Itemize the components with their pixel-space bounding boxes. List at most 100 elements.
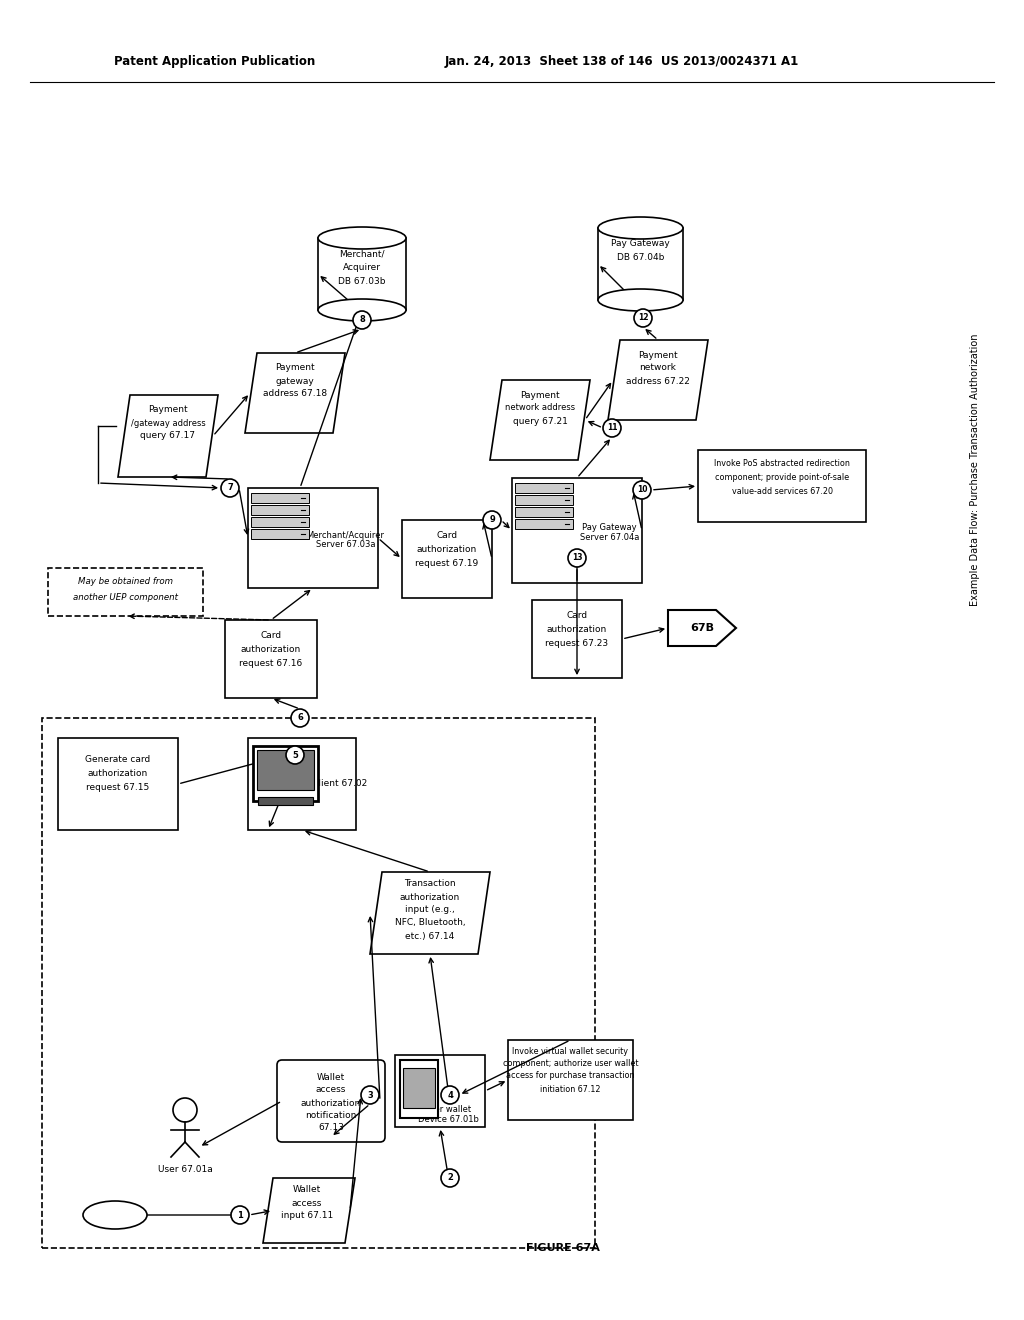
Text: Payment: Payment xyxy=(638,351,678,359)
Text: Jan. 24, 2013  Sheet 138 of 146  US 2013/0024371 A1: Jan. 24, 2013 Sheet 138 of 146 US 2013/0… xyxy=(444,55,799,69)
Text: query 67.17: query 67.17 xyxy=(140,432,196,441)
Text: 10: 10 xyxy=(637,486,647,495)
Text: address 67.22: address 67.22 xyxy=(626,376,690,385)
Circle shape xyxy=(634,309,652,327)
Text: Card: Card xyxy=(566,611,588,620)
Bar xyxy=(58,738,178,830)
Bar xyxy=(400,1060,438,1118)
Circle shape xyxy=(231,1206,249,1224)
Text: Wallet: Wallet xyxy=(316,1072,345,1081)
Circle shape xyxy=(568,549,586,568)
Text: Payment: Payment xyxy=(275,363,314,372)
Text: 12: 12 xyxy=(638,314,648,322)
Bar xyxy=(258,797,313,805)
Bar xyxy=(48,568,203,616)
Bar xyxy=(402,520,492,598)
Text: 67B: 67B xyxy=(690,623,714,634)
Bar xyxy=(251,492,309,503)
Ellipse shape xyxy=(598,216,683,239)
Text: component; provide point-of-sale: component; provide point-of-sale xyxy=(715,474,849,483)
Text: Payment: Payment xyxy=(148,405,187,414)
Text: network: network xyxy=(640,363,677,372)
Text: Start: Start xyxy=(103,1210,127,1220)
Text: Invoke virtual wallet security: Invoke virtual wallet security xyxy=(512,1048,629,1056)
Circle shape xyxy=(173,1098,197,1122)
Bar xyxy=(253,746,318,801)
Text: FIGURE 67A: FIGURE 67A xyxy=(526,1243,600,1253)
Text: 11: 11 xyxy=(607,424,617,433)
Bar xyxy=(395,1055,485,1127)
Polygon shape xyxy=(245,352,345,433)
Text: Generate card: Generate card xyxy=(85,755,151,764)
Text: /gateway address: /gateway address xyxy=(131,418,206,428)
Circle shape xyxy=(603,418,621,437)
Ellipse shape xyxy=(83,1201,147,1229)
Polygon shape xyxy=(490,380,590,459)
Bar xyxy=(698,450,866,521)
Text: value-add services 67.20: value-add services 67.20 xyxy=(731,487,833,496)
Circle shape xyxy=(353,312,371,329)
Text: notification: notification xyxy=(305,1110,356,1119)
Bar xyxy=(598,228,683,300)
Bar xyxy=(248,488,378,587)
Text: Merchant/: Merchant/ xyxy=(339,249,385,259)
Text: Server 67.04a: Server 67.04a xyxy=(580,532,639,541)
Text: etc.) 67.14: etc.) 67.14 xyxy=(406,932,455,940)
Text: access: access xyxy=(315,1085,346,1093)
Text: 3: 3 xyxy=(368,1090,373,1100)
Text: NFC, Bluetooth,: NFC, Bluetooth, xyxy=(394,919,465,928)
Bar xyxy=(248,738,356,830)
Text: Pay Gateway: Pay Gateway xyxy=(611,239,670,248)
Circle shape xyxy=(291,709,309,727)
Text: authorization: authorization xyxy=(241,645,301,655)
Text: component; authorize user wallet: component; authorize user wallet xyxy=(503,1060,638,1068)
Text: Server 67.03a: Server 67.03a xyxy=(315,540,375,549)
Text: 9: 9 xyxy=(489,516,495,524)
Text: Merchant/Acquirer: Merchant/Acquirer xyxy=(306,531,384,540)
Text: DB 67.03b: DB 67.03b xyxy=(338,277,386,286)
Text: input 67.11: input 67.11 xyxy=(281,1212,333,1221)
Text: authorization: authorization xyxy=(547,626,607,635)
Text: 2: 2 xyxy=(447,1173,453,1183)
Text: initiation 67.12: initiation 67.12 xyxy=(541,1085,601,1094)
Text: PoS Client 67.02: PoS Client 67.02 xyxy=(293,779,368,788)
Polygon shape xyxy=(370,873,490,954)
Text: DB 67.04b: DB 67.04b xyxy=(616,253,665,263)
Text: network address: network address xyxy=(505,404,575,412)
Bar xyxy=(251,506,309,515)
Text: Patent Application Publication: Patent Application Publication xyxy=(115,55,315,69)
Text: 5: 5 xyxy=(292,751,298,759)
Text: 13: 13 xyxy=(571,553,583,562)
Text: 1: 1 xyxy=(238,1210,243,1220)
Text: authorization: authorization xyxy=(417,545,477,554)
Text: another UEP component: another UEP component xyxy=(73,594,178,602)
Text: authorization: authorization xyxy=(400,892,460,902)
Circle shape xyxy=(221,479,239,498)
Text: gateway: gateway xyxy=(275,376,314,385)
Bar xyxy=(257,750,314,789)
Bar xyxy=(508,1040,633,1119)
Text: Example Data Flow: Purchase Transaction Authorization: Example Data Flow: Purchase Transaction … xyxy=(970,334,980,606)
Text: access: access xyxy=(292,1199,323,1208)
Polygon shape xyxy=(608,341,708,420)
Text: request 67.16: request 67.16 xyxy=(240,660,303,668)
Bar xyxy=(512,478,642,583)
Bar xyxy=(515,519,573,529)
Text: 4: 4 xyxy=(447,1090,453,1100)
Text: 8: 8 xyxy=(359,315,365,325)
Ellipse shape xyxy=(598,289,683,312)
FancyBboxPatch shape xyxy=(278,1060,385,1142)
Text: Wallet: Wallet xyxy=(293,1185,322,1195)
Ellipse shape xyxy=(318,300,406,321)
Bar xyxy=(251,517,309,527)
Text: Payment: Payment xyxy=(520,391,560,400)
Bar xyxy=(403,1068,435,1107)
Bar xyxy=(251,529,309,539)
Polygon shape xyxy=(668,610,736,645)
Text: 6: 6 xyxy=(297,714,303,722)
Bar xyxy=(532,601,622,678)
Text: User wallet: User wallet xyxy=(424,1106,472,1114)
Text: request 67.15: request 67.15 xyxy=(86,784,150,792)
Bar xyxy=(318,238,406,310)
Text: request 67.19: request 67.19 xyxy=(416,560,478,569)
